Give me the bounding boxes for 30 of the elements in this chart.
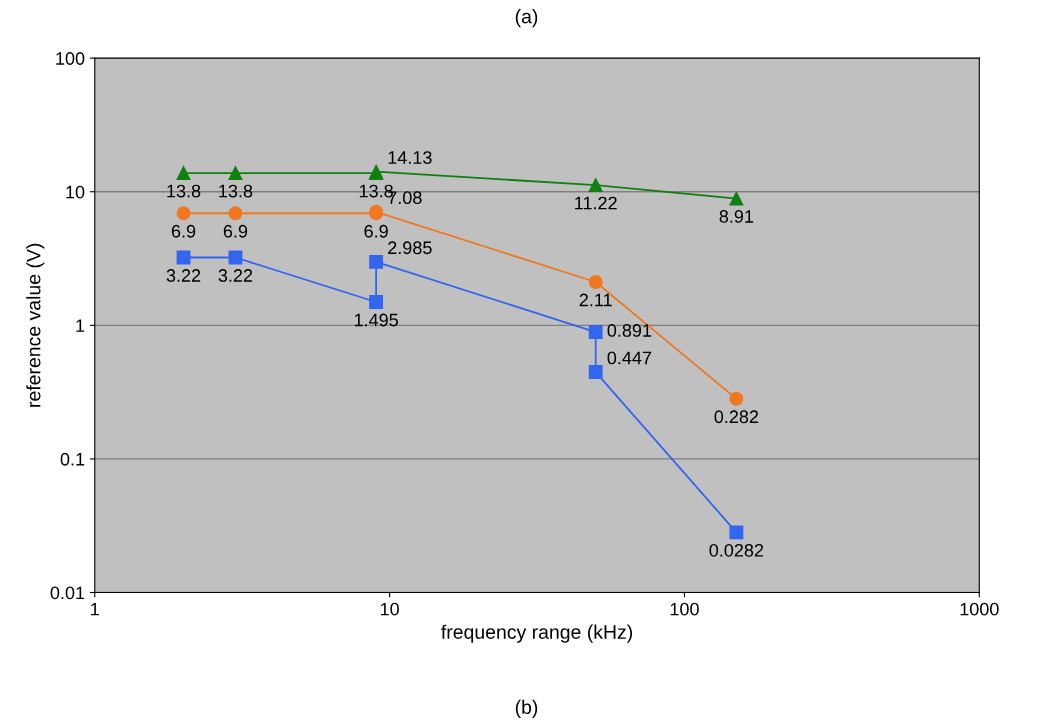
- y-tick-label: 0.01: [50, 586, 85, 600]
- data-label: 2.11: [579, 293, 612, 307]
- x-tick-label: 10: [380, 602, 399, 616]
- data-label: 1.495: [354, 313, 398, 327]
- data-label: 0.891: [607, 324, 652, 337]
- y-tick-label: 10: [66, 185, 85, 199]
- y-tick-label: 100: [56, 52, 85, 65]
- data-label: 13.8: [219, 184, 253, 198]
- data-label: 13.8: [167, 184, 201, 198]
- data-label: 2.985: [388, 241, 432, 255]
- data-label: 6.9: [171, 224, 196, 238]
- data-label: 14.13: [388, 151, 432, 164]
- data-label: 6.9: [223, 224, 248, 238]
- data-label: 3.22: [218, 269, 253, 282]
- data-label: 6.9: [364, 224, 388, 238]
- data-label: 0.282: [714, 410, 759, 424]
- data-label: 3.22: [166, 269, 201, 282]
- y-tick-label: 0.1: [60, 452, 85, 466]
- text: (a): [515, 9, 538, 28]
- y-tick-label: 1: [76, 319, 85, 332]
- x-axis-title: frequency range (kHz): [441, 624, 633, 643]
- y-axis-title: reference value (V): [26, 243, 45, 407]
- x-tick-label: 1000: [960, 602, 999, 616]
- data-label: 0.0282: [709, 543, 764, 557]
- data-label: 11.22: [575, 196, 617, 210]
- data-label: 8.91: [719, 210, 754, 223]
- text: (b): [515, 699, 538, 718]
- data-label: 0.447: [607, 351, 652, 365]
- x-tick-label: 100: [670, 602, 699, 616]
- x-tick-label: 1: [91, 602, 99, 616]
